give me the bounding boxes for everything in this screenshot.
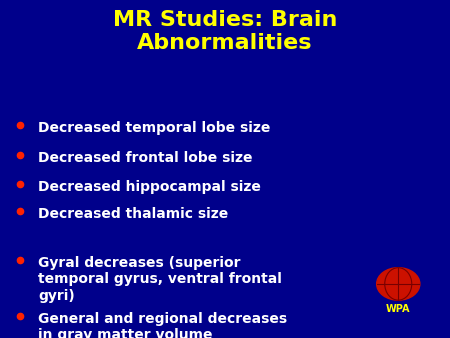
- Text: Decreased thalamic size: Decreased thalamic size: [38, 207, 229, 221]
- Text: Decreased hippocampal size: Decreased hippocampal size: [38, 180, 261, 194]
- Text: WPA: WPA: [386, 304, 410, 314]
- Text: Decreased frontal lobe size: Decreased frontal lobe size: [38, 151, 253, 165]
- Text: Decreased temporal lobe size: Decreased temporal lobe size: [38, 121, 270, 135]
- Text: MR Studies: Brain
Abnormalities: MR Studies: Brain Abnormalities: [113, 10, 337, 52]
- Text: General and regional decreases
in gray matter volume: General and regional decreases in gray m…: [38, 312, 288, 338]
- Circle shape: [377, 268, 420, 300]
- Text: Gyral decreases (superior
temporal gyrus, ventral frontal
gyri): Gyral decreases (superior temporal gyrus…: [38, 256, 282, 303]
